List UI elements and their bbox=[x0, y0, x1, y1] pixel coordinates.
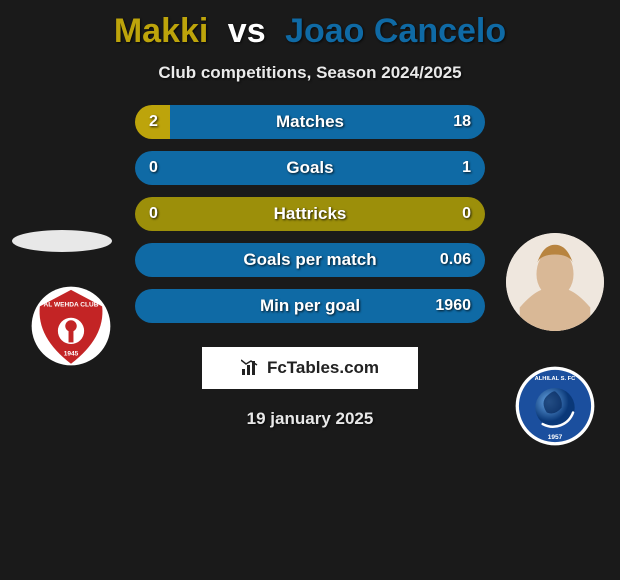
stat-label: Goals bbox=[286, 158, 333, 178]
svg-text:ALHILAL S. FC: ALHILAL S. FC bbox=[535, 376, 576, 382]
stat-value-left: 0 bbox=[149, 205, 158, 223]
branding-text: FcTables.com bbox=[267, 358, 379, 378]
stat-bar: 2 Matches 18 bbox=[135, 105, 485, 139]
stat-label: Hattricks bbox=[274, 204, 347, 224]
player2-name: Joao Cancelo bbox=[285, 12, 506, 50]
player2-club-badge: ALHILAL S. FC 1957 bbox=[514, 365, 596, 447]
svg-text:1945: 1945 bbox=[64, 351, 79, 358]
stat-value-right: 18 bbox=[453, 113, 471, 131]
bar-chart-icon bbox=[241, 359, 261, 377]
stat-bar: 0 Hattricks 0 bbox=[135, 197, 485, 231]
player1-club-badge: AL WEHDA CLUB 1945 bbox=[30, 285, 112, 367]
al-hilal-badge-icon: ALHILAL S. FC 1957 bbox=[514, 365, 596, 447]
vs-text: vs bbox=[228, 12, 266, 50]
stat-label: Matches bbox=[276, 112, 344, 132]
subtitle: Club competitions, Season 2024/2025 bbox=[0, 63, 620, 83]
svg-text:1957: 1957 bbox=[548, 434, 563, 441]
svg-text:AL WEHDA CLUB: AL WEHDA CLUB bbox=[44, 301, 99, 308]
stat-label: Goals per match bbox=[243, 250, 376, 270]
stat-value-right: 1960 bbox=[435, 297, 471, 315]
stat-value-right: 1 bbox=[462, 159, 471, 177]
stat-bar: Goals per match 0.06 bbox=[135, 243, 485, 277]
player2-photo bbox=[506, 233, 604, 331]
stat-value-right: 0 bbox=[462, 205, 471, 223]
stat-value-left: 0 bbox=[149, 159, 158, 177]
stat-bar: Min per goal 1960 bbox=[135, 289, 485, 323]
al-wehda-badge-icon: AL WEHDA CLUB 1945 bbox=[30, 285, 112, 367]
stat-value-right: 0.06 bbox=[440, 251, 471, 269]
comparison-title: Makki vs Joao Cancelo bbox=[0, 12, 620, 51]
person-silhouette-icon bbox=[506, 233, 604, 331]
player1-name: Makki bbox=[114, 12, 209, 50]
stat-bars: 2 Matches 18 0 Goals 1 0 Hattricks 0 Goals per ma… bbox=[135, 105, 485, 323]
stat-value-left: 2 bbox=[149, 113, 158, 131]
branding-badge: FcTables.com bbox=[202, 347, 418, 389]
player1-photo bbox=[12, 230, 112, 252]
stat-bar: 0 Goals 1 bbox=[135, 151, 485, 185]
stat-label: Min per goal bbox=[260, 296, 360, 316]
comparison-card: Makki vs Joao Cancelo Club competitions,… bbox=[0, 0, 620, 450]
stats-area: AL WEHDA CLUB 1945 ALHILAL S. FC bbox=[0, 105, 620, 323]
